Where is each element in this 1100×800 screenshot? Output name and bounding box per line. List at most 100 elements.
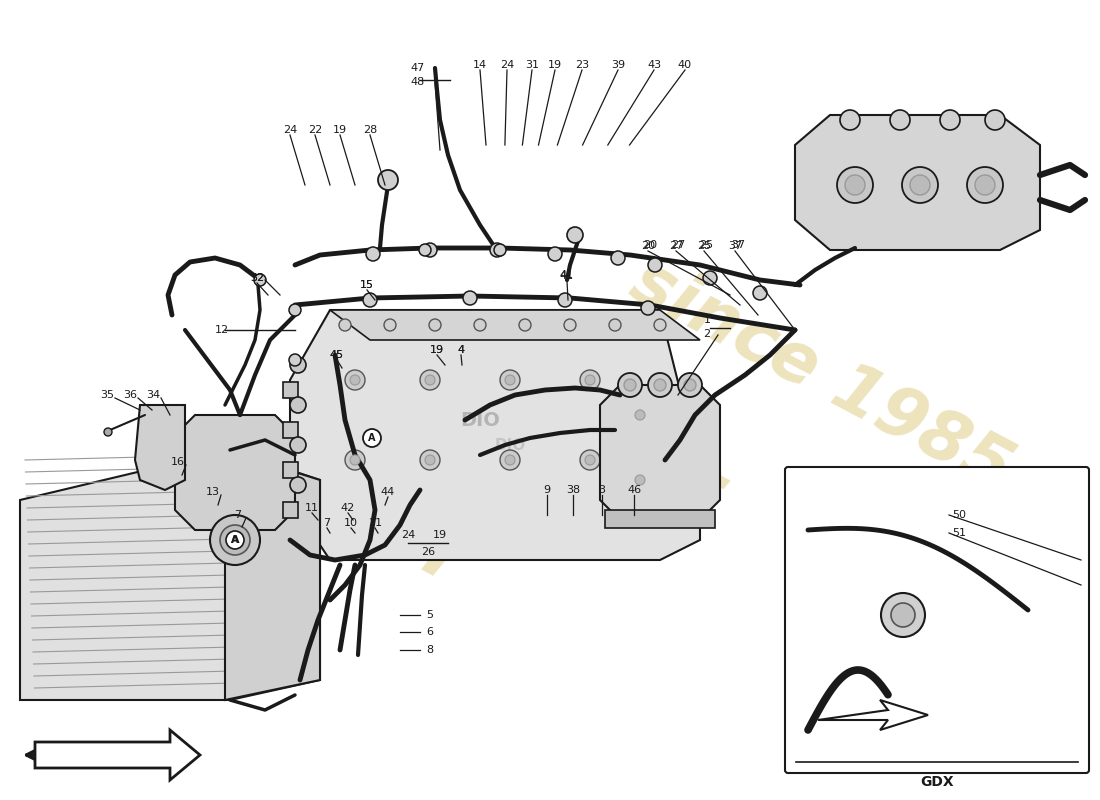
Circle shape xyxy=(754,286,767,300)
Text: 51: 51 xyxy=(952,528,966,538)
Text: 45: 45 xyxy=(330,350,344,360)
Circle shape xyxy=(500,450,520,470)
Text: 38: 38 xyxy=(565,485,580,495)
Text: 9: 9 xyxy=(543,485,551,495)
Text: 45: 45 xyxy=(330,350,344,360)
Text: 32: 32 xyxy=(250,273,264,283)
Circle shape xyxy=(585,455,595,465)
Text: 19: 19 xyxy=(430,345,444,355)
Polygon shape xyxy=(35,730,200,780)
Circle shape xyxy=(609,319,622,331)
Text: 19: 19 xyxy=(548,60,562,70)
Text: 43: 43 xyxy=(647,60,661,70)
Text: 24: 24 xyxy=(499,60,514,70)
Text: 47: 47 xyxy=(411,63,425,73)
Circle shape xyxy=(648,373,672,397)
Text: 16: 16 xyxy=(170,457,185,467)
Circle shape xyxy=(378,170,398,190)
Circle shape xyxy=(635,475,645,485)
Polygon shape xyxy=(795,115,1040,250)
Text: 4: 4 xyxy=(458,345,464,355)
Text: 48: 48 xyxy=(411,77,425,87)
Text: A: A xyxy=(231,535,239,545)
Text: 13: 13 xyxy=(206,487,220,497)
Circle shape xyxy=(210,515,260,565)
Polygon shape xyxy=(135,405,185,490)
Circle shape xyxy=(684,379,696,391)
Text: 3: 3 xyxy=(598,485,605,495)
Text: 34: 34 xyxy=(146,390,161,400)
Circle shape xyxy=(641,301,654,315)
Circle shape xyxy=(624,379,636,391)
Circle shape xyxy=(290,397,306,413)
Circle shape xyxy=(474,319,486,331)
Circle shape xyxy=(104,428,112,436)
Text: 35: 35 xyxy=(100,390,114,400)
Circle shape xyxy=(678,373,702,397)
Text: 7: 7 xyxy=(323,518,331,528)
Text: 19: 19 xyxy=(333,125,348,135)
Text: A: A xyxy=(368,433,376,443)
Text: 26: 26 xyxy=(421,547,436,557)
Circle shape xyxy=(254,274,266,286)
Text: 4: 4 xyxy=(458,345,464,355)
Text: 24: 24 xyxy=(283,125,297,135)
Text: 31: 31 xyxy=(525,60,539,70)
Circle shape xyxy=(580,450,600,470)
Circle shape xyxy=(654,379,666,391)
Circle shape xyxy=(618,373,642,397)
Text: 28: 28 xyxy=(363,125,377,135)
Circle shape xyxy=(630,405,650,425)
Text: 50: 50 xyxy=(952,510,966,520)
Text: 37: 37 xyxy=(728,241,743,251)
Circle shape xyxy=(967,167,1003,203)
Circle shape xyxy=(505,455,515,465)
Circle shape xyxy=(345,450,365,470)
Circle shape xyxy=(420,370,440,390)
Circle shape xyxy=(289,304,301,316)
Circle shape xyxy=(363,429,381,447)
Circle shape xyxy=(891,603,915,627)
Circle shape xyxy=(429,319,441,331)
Text: 11: 11 xyxy=(305,503,319,513)
Circle shape xyxy=(975,175,996,195)
Circle shape xyxy=(566,227,583,243)
Circle shape xyxy=(350,455,360,465)
Circle shape xyxy=(420,450,440,470)
Text: A: A xyxy=(231,535,240,545)
Text: 5: 5 xyxy=(427,610,433,620)
FancyBboxPatch shape xyxy=(785,467,1089,773)
Text: 32: 32 xyxy=(250,273,264,283)
Text: 14: 14 xyxy=(473,60,487,70)
Circle shape xyxy=(564,319,576,331)
Circle shape xyxy=(630,470,650,490)
Circle shape xyxy=(425,375,435,385)
Text: 46: 46 xyxy=(627,485,641,495)
Circle shape xyxy=(494,244,506,256)
Polygon shape xyxy=(330,310,700,340)
Text: 41: 41 xyxy=(560,270,574,280)
Circle shape xyxy=(424,243,437,257)
Bar xyxy=(605,510,715,528)
Circle shape xyxy=(654,319,666,331)
Text: 39: 39 xyxy=(610,60,625,70)
Text: 36: 36 xyxy=(123,390,138,400)
Text: 40: 40 xyxy=(678,60,692,70)
Text: 22: 22 xyxy=(308,125,322,135)
Text: 6: 6 xyxy=(427,627,433,637)
Circle shape xyxy=(366,247,379,261)
Circle shape xyxy=(419,244,431,256)
Text: since 1985: since 1985 xyxy=(620,247,1023,504)
Circle shape xyxy=(289,354,301,366)
Circle shape xyxy=(548,247,562,261)
Bar xyxy=(283,382,298,398)
Circle shape xyxy=(984,110,1005,130)
Circle shape xyxy=(837,167,873,203)
Circle shape xyxy=(580,370,600,390)
Polygon shape xyxy=(20,450,320,700)
Bar xyxy=(283,462,298,478)
Text: 42: 42 xyxy=(341,503,355,513)
Circle shape xyxy=(881,593,925,637)
Text: 21: 21 xyxy=(367,518,382,528)
Text: 25: 25 xyxy=(698,240,713,250)
